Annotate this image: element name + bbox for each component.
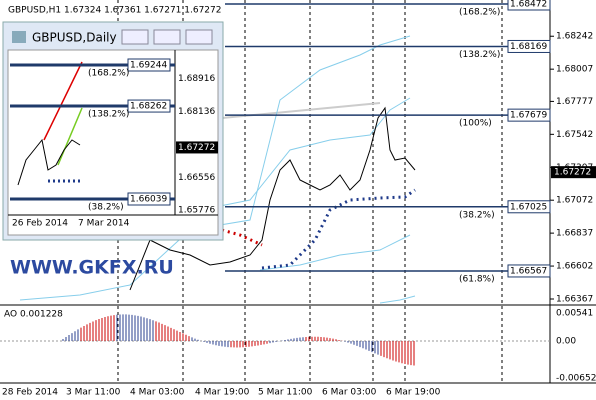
inset-level-price: 1.69244	[130, 61, 167, 71]
level-percent: (138.2%)	[459, 50, 500, 60]
inset-time-label: 7 Mar 2014	[78, 219, 130, 229]
inset-level-box	[127, 58, 171, 72]
level-box	[507, 39, 551, 53]
level-box	[507, 200, 551, 214]
level-percent: (38.2%)	[459, 210, 495, 220]
maximize-button[interactable]	[153, 29, 181, 45]
inset-price-line	[17, 138, 81, 186]
level-price: 1.68472	[510, 0, 547, 10]
price-label: 1.67542	[556, 130, 593, 140]
price-line	[129, 106, 416, 291]
price-label: 1.66837	[556, 229, 593, 239]
bollinger-upper	[19, 35, 411, 301]
indicator-axis-label: -0.00652	[556, 374, 596, 384]
inset-level-percent: (168.2%)	[88, 69, 129, 79]
current-price: 1.67272	[554, 168, 591, 178]
close-button[interactable]	[185, 29, 213, 45]
time-label: 5 Mar 11:00	[258, 388, 313, 398]
level-percent: (168.2%)	[459, 8, 500, 18]
level-box	[507, 108, 551, 122]
inset-price-label: 1.66556	[178, 173, 215, 183]
level-price: 1.66567	[510, 266, 547, 276]
price-label: 1.67777	[556, 97, 593, 107]
inset-level-box	[127, 192, 171, 206]
level-price: 1.67025	[510, 202, 547, 212]
inset-icon	[12, 31, 26, 43]
indicator-axis-label: 0.00	[556, 337, 576, 347]
level-price: 1.68169	[510, 42, 547, 52]
period-separators	[117, 0, 503, 383]
indicator-label: AO 0.001228	[4, 310, 63, 320]
inset-price-label: 1.68916	[178, 74, 215, 84]
inset-price-label: 1.68136	[178, 107, 215, 117]
parabolic-sar	[261, 188, 416, 270]
time-label: 4 Mar 03:00	[130, 388, 185, 398]
level-box	[507, 0, 551, 11]
parabolic-sar-red	[221, 228, 263, 247]
inset-level-percent: (138.2%)	[88, 110, 129, 120]
time-label: 6 Mar 03:00	[322, 388, 377, 398]
level-percent: (61.8%)	[459, 274, 495, 284]
time-label: 3 Mar 11:00	[66, 388, 121, 398]
inset-red-line	[43, 61, 83, 141]
price-label: 1.66602	[556, 262, 593, 272]
current-price-box	[551, 166, 596, 179]
inset-level-percent: (38.2%)	[88, 203, 124, 213]
main-title: GBPUSD,H1 1.67324 1.67361 1.67271 1.6727…	[8, 6, 221, 16]
inset-level-box	[127, 99, 171, 113]
level-percent: (100%)	[459, 119, 492, 129]
inset-current-box	[176, 141, 218, 154]
indicator-axis-label: 0.00541	[556, 309, 593, 319]
price-label: 1.67072	[556, 196, 593, 206]
inset-time-label: 26 Feb 2014	[12, 219, 68, 229]
inset-level-price: 1.66039	[130, 195, 167, 205]
minimize-button[interactable]	[121, 29, 149, 45]
bollinger-mid	[199, 97, 411, 211]
inset-window: GBPUSD,Daily 1.68916 1.68136 1.66556 1.6577…	[2, 21, 224, 241]
inset-current-price: 1.67272	[178, 143, 215, 153]
ao-histogram	[62, 314, 415, 366]
price-label: 1.68242	[556, 32, 593, 42]
inset-title: GBPUSD,Daily	[32, 31, 117, 45]
inset-price-label: 1.65776	[178, 205, 215, 215]
price-label: 1.68007	[556, 65, 593, 75]
inset-green-line	[57, 107, 83, 166]
time-label: 28 Feb 2014	[2, 388, 58, 398]
time-label: 6 Mar 19:00	[386, 388, 441, 398]
level-price: 1.67679	[510, 111, 547, 121]
bollinger-lower-2	[379, 295, 416, 304]
time-label: 4 Mar 19:00	[195, 388, 250, 398]
watermark: WWW.GKFX.RU	[10, 257, 174, 279]
price-label: 1.66367	[556, 294, 593, 304]
level-box	[507, 264, 551, 278]
inset-level-price: 1.68262	[130, 102, 167, 112]
